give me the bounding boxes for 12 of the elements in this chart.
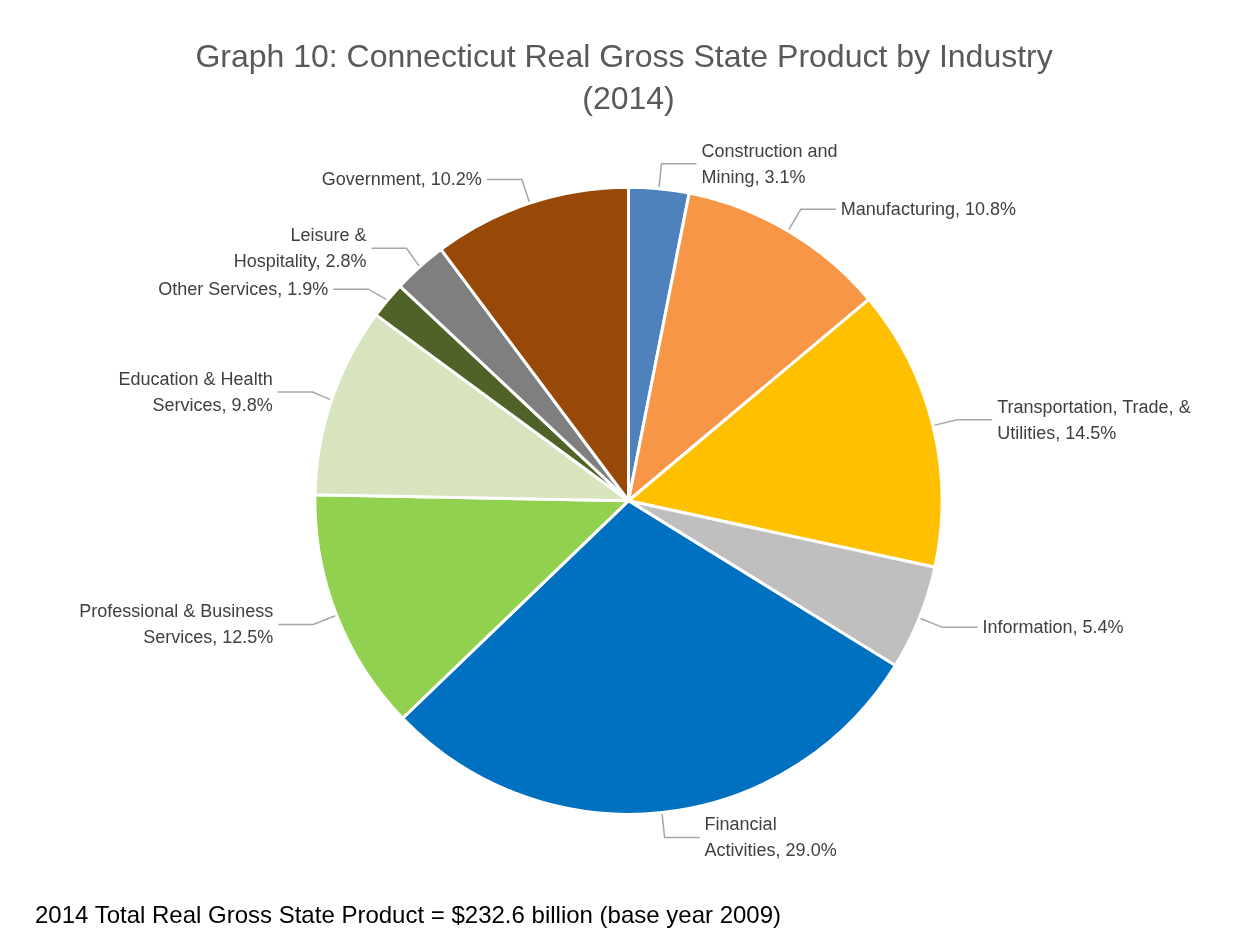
slice-label: Transportation, Trade, & Utilities, 14.5% xyxy=(997,396,1191,443)
text: 2014 Total Real Gross State Product = $232.6 billion (base year 2009) xyxy=(35,900,782,928)
slice-label: Construction and Mining, 3.1% xyxy=(701,140,838,187)
slice-label: Government, 10.2% xyxy=(321,169,482,190)
slice-label: Information, 5.4% xyxy=(982,617,1124,638)
slice-label: Manufacturing, 10.8% xyxy=(840,199,1016,220)
slice-label: Leisure & Hospitality, 2.8% xyxy=(233,225,367,272)
chart-title: Graph 10: Connecticut Real Gross State Product by Industry (2014) xyxy=(195,38,1062,116)
slice-label: Financial Activities, 29.0% xyxy=(704,814,837,861)
slice-label: Other Services, 1.9% xyxy=(158,279,329,300)
slice-label: Professional & Business Services, 12.5% xyxy=(79,601,274,648)
slice-label: Education & Health Services, 9.8% xyxy=(118,369,273,416)
